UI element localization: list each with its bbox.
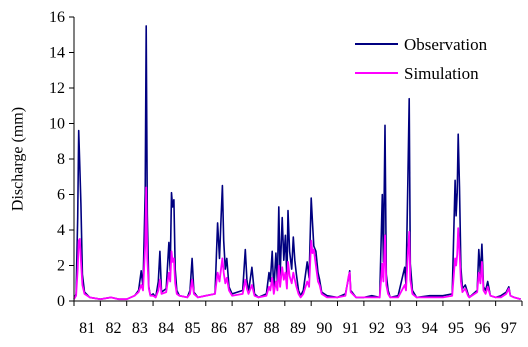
legend-label-simulation: Simulation bbox=[404, 64, 479, 83]
y-axis-ticks: 0 2 4 6 8 10 12 14 16 bbox=[49, 9, 74, 310]
series-observation-line bbox=[73, 25, 521, 301]
legend-label-observation: Observation bbox=[404, 35, 488, 54]
x-tick-label: 87 bbox=[237, 320, 253, 337]
x-tick-label: 81 bbox=[79, 320, 95, 337]
y-tick-label: 14 bbox=[49, 45, 65, 62]
x-tick-label: 85 bbox=[185, 320, 201, 337]
x-tick-label: 83 bbox=[132, 320, 148, 337]
series-simulation-line bbox=[73, 186, 521, 301]
x-tick-label: 93 bbox=[395, 320, 411, 337]
y-tick-label: 2 bbox=[57, 258, 65, 275]
x-tick-label: 92 bbox=[369, 320, 385, 337]
x-tick-label: 89 bbox=[290, 320, 306, 337]
legend: Observation Simulation bbox=[355, 35, 488, 83]
x-axis-ticks: 81 82 83 84 85 86 87 88 89 90 91 92 93 94 95 96 97 bbox=[73, 301, 523, 337]
x-tick-label: 90 bbox=[316, 320, 332, 337]
y-tick-label: 4 bbox=[57, 222, 65, 239]
x-tick-label: 91 bbox=[343, 320, 359, 337]
series-layer bbox=[73, 25, 521, 301]
x-tick-label: 94 bbox=[422, 320, 438, 337]
y-tick-label: 10 bbox=[49, 116, 65, 133]
y-tick-label: 0 bbox=[57, 293, 65, 310]
y-tick-label: 12 bbox=[49, 80, 65, 97]
y-tick-label: 6 bbox=[57, 187, 65, 204]
x-tick-label: 96 bbox=[474, 320, 490, 337]
x-tick-label: 95 bbox=[448, 320, 464, 337]
x-tick-label: 84 bbox=[158, 320, 174, 337]
x-tick-label: 97 bbox=[501, 320, 517, 337]
y-axis-label: Discharge (mm) bbox=[10, 107, 27, 211]
y-tick-label: 16 bbox=[49, 9, 65, 26]
x-tick-label: 88 bbox=[264, 320, 280, 337]
x-tick-label: 86 bbox=[211, 320, 227, 337]
y-tick-label: 8 bbox=[57, 151, 65, 168]
x-tick-label: 82 bbox=[106, 320, 122, 337]
